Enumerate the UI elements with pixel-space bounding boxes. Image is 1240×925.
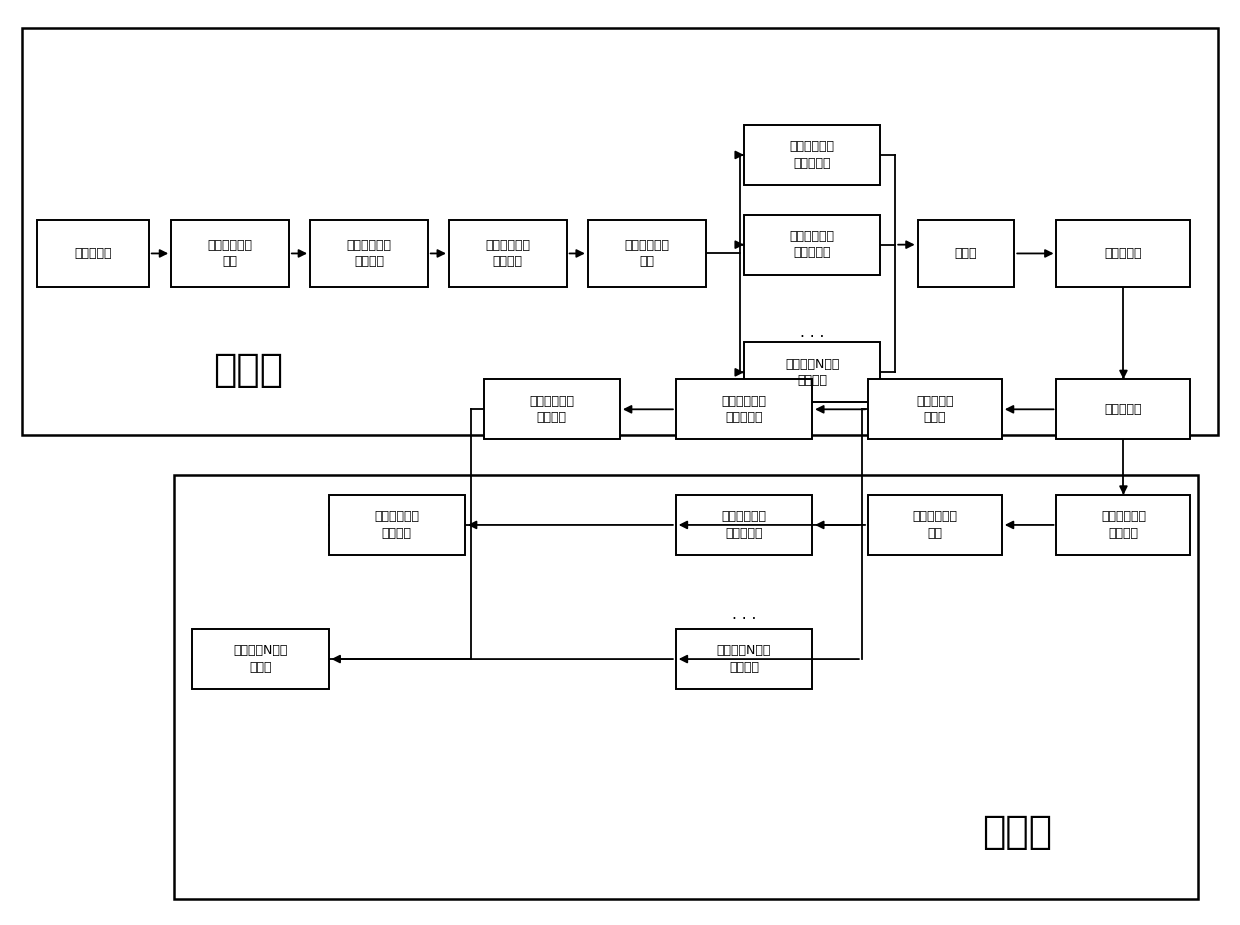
Text: · · ·: · · · [800,330,825,345]
Bar [329,495,465,555]
Bar [37,220,149,287]
Text: 耦合器: 耦合器 [955,247,977,260]
Bar [744,125,880,185]
Bar [676,495,812,555]
Bar [310,220,428,287]
Bar [868,379,1002,439]
Bar [1056,379,1190,439]
Bar [192,629,329,689]
Text: 发送方电光强
度调制器: 发送方电光强 度调制器 [346,239,392,268]
Bar [868,495,1002,555]
Bar [174,475,1198,899]
Text: 接收方第二分
束器: 接收方第二分 束器 [913,511,957,539]
Text: 发送方电光相
位调制器: 发送方电光相 位调制器 [485,239,531,268]
Text: 发送方第一空
间光调制器: 发送方第一空 间光调制器 [790,141,835,169]
Text: 发送方第N空间
光调制器: 发送方第N空间 光调制器 [785,358,839,387]
Text: 接收方第一空
间光调制器: 接收方第一空 间光调制器 [722,395,766,424]
Text: 发送方第一分
束器: 发送方第一分 束器 [207,239,253,268]
Text: 偏振分束器: 偏振分束器 [1105,402,1142,416]
Bar [744,342,880,402]
Text: 接收方: 接收方 [982,813,1052,852]
Text: 接收方第N零差
探测器: 接收方第N零差 探测器 [233,645,288,673]
Bar [1056,220,1190,287]
Text: 接收方第一零
差探测器: 接收方第一零 差探测器 [529,395,574,424]
Bar [449,220,567,287]
Text: 接收方第二零
差探测器: 接收方第二零 差探测器 [374,511,419,539]
Bar [22,28,1218,435]
Bar [484,379,620,439]
Bar [588,220,706,287]
Text: · · ·: · · · [732,612,756,627]
Bar [676,379,812,439]
Text: 接收方第N空间
光调制器: 接收方第N空间 光调制器 [717,645,771,673]
Text: 接收方第一
分束器: 接收方第一 分束器 [916,395,954,424]
Text: 偏振耦合器: 偏振耦合器 [1105,247,1142,260]
Text: 接收方第二空
间光调制器: 接收方第二空 间光调制器 [722,511,766,539]
Bar [744,215,880,275]
Text: 发送方第二空
间光调制器: 发送方第二空 间光调制器 [790,230,835,259]
Bar [918,220,1014,287]
Text: 发送方第二分
束器: 发送方第二分 束器 [624,239,670,268]
Bar [676,629,812,689]
Bar [1056,495,1190,555]
Text: 发送方: 发送方 [213,351,283,389]
Text: 接收方电光相
位调制器: 接收方电光相 位调制器 [1101,511,1146,539]
Bar [171,220,289,287]
Text: 脉冲激光器: 脉冲激光器 [74,247,112,260]
